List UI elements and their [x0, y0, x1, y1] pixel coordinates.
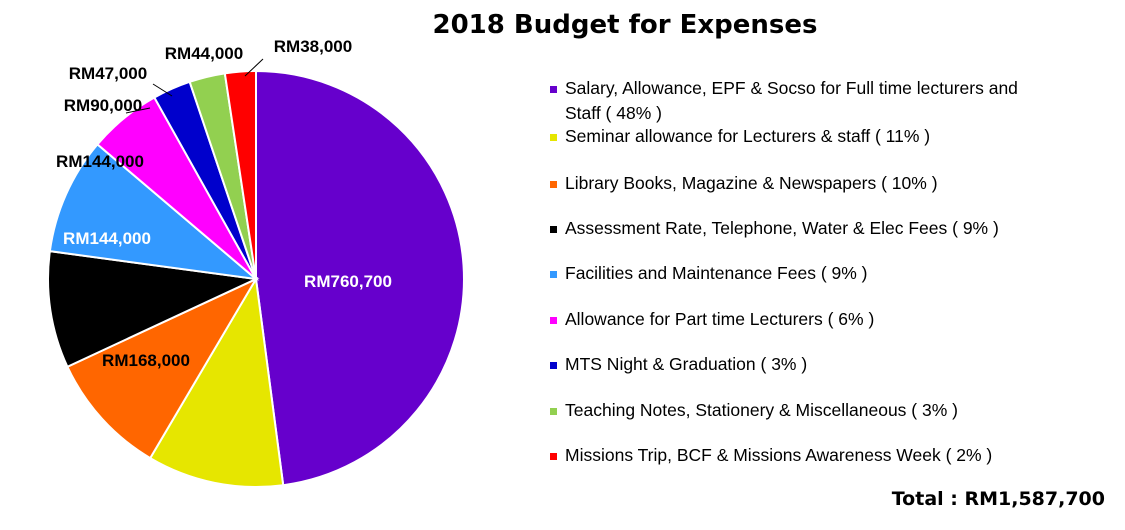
slice-data-label: RM144,000 [56, 152, 144, 171]
slice-data-label: RM47,000 [69, 64, 147, 83]
legend-swatch [550, 271, 557, 278]
slice-data-label: RM168,000 [102, 351, 190, 370]
legend-label: Teaching Notes, Stationery & Miscellaneo… [565, 400, 958, 420]
total-label: Total : RM1,587,700 [891, 488, 1105, 510]
pie-slice [148, 275, 285, 488]
legend-item: Library Books, Magazine & Newspapers ( 1… [550, 171, 1050, 196]
leader-lines [125, 58, 264, 114]
legend-swatch [550, 134, 557, 141]
legend-item: Teaching Notes, Stationery & Miscellaneo… [550, 398, 1050, 423]
legend-item: MTS Night & Graduation ( 3% ) [550, 352, 1050, 377]
legend-label: Assessment Rate, Telephone, Water & Elec… [565, 218, 999, 238]
pie-slice [48, 142, 260, 281]
legend-label: Seminar allowance for Lecturers & staff … [565, 126, 931, 146]
legend-swatch [550, 362, 557, 369]
legend-label: Missions Trip, BCF & Missions Awareness … [565, 445, 993, 465]
pie-slice [66, 276, 259, 460]
slice-data-label: RM38,000 [274, 37, 352, 56]
slice-labels: RM760,700 RM168,000 RM152,000 RM144,000 RM14… [56, 37, 392, 370]
pie-slice [47, 250, 260, 369]
leader-line [125, 107, 151, 114]
legend-item: Seminar allowance for Lecturers & staff … [550, 124, 1050, 149]
legend-swatch [550, 86, 557, 93]
slice-data-label: RM144,000 [63, 229, 151, 248]
legend-swatch [550, 226, 557, 233]
legend-label: Allowance for Part time Lecturers ( 6% ) [565, 309, 875, 329]
chart-title: 2018 Budget for Expenses [432, 10, 818, 40]
legend-label: MTS Night & Graduation ( 3% ) [565, 354, 808, 374]
pie-slice [223, 69, 257, 280]
legend-item: Allowance for Part time Lecturers ( 6% ) [550, 307, 1050, 332]
legend-item: Assessment Rate, Telephone, Water & Elec… [550, 216, 1050, 241]
legend-label: Salary, Allowance, EPF & Socso for Full … [565, 78, 1018, 123]
leader-line [244, 58, 264, 77]
legend-label: Library Books, Magazine & Newspapers ( 1… [565, 173, 938, 193]
pie-slices [47, 69, 465, 488]
legend-swatch [550, 181, 557, 188]
legend-item: Facilities and Maintenance Fees ( 9% ) [550, 261, 1050, 286]
slice-data-label: RM44,000 [165, 44, 243, 63]
slice-data-label: RM152,000 [76, 285, 164, 304]
legend-label: Facilities and Maintenance Fees ( 9% ) [565, 263, 868, 283]
legend-item: Salary, Allowance, EPF & Socso for Full … [550, 76, 1050, 126]
slice-data-label: RM90,000 [64, 96, 142, 115]
legend-item: Missions Trip, BCF & Missions Awareness … [550, 443, 1050, 468]
pie-slice [255, 69, 465, 487]
slice-data-label: RM760,700 [304, 272, 392, 291]
legend-swatch [550, 453, 557, 460]
legend-swatch [550, 408, 557, 415]
legend-swatch [550, 317, 557, 324]
leader-line [152, 83, 173, 97]
